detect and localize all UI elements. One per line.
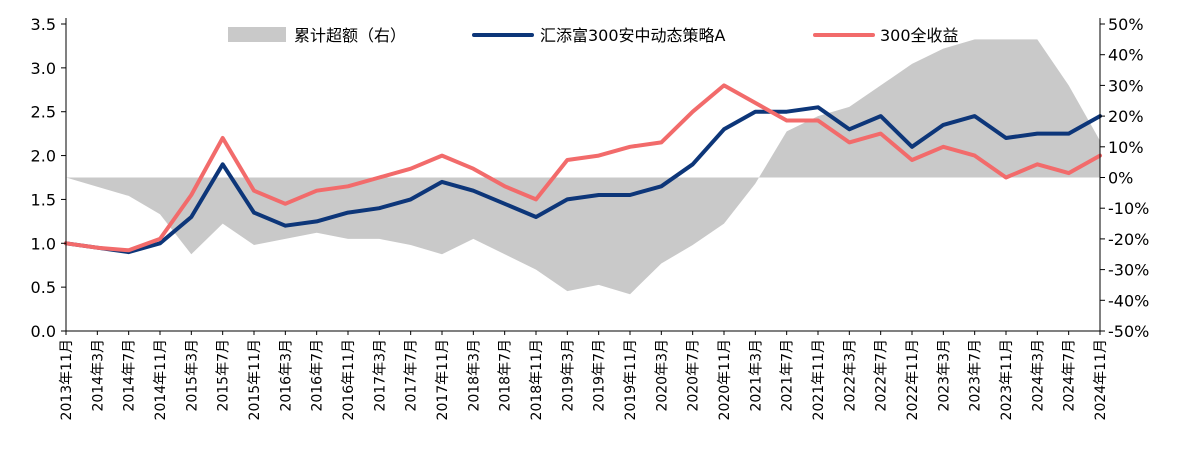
x-tick-label: 2024年7月 bbox=[1062, 339, 1078, 412]
x-tick-label: 2016年3月 bbox=[278, 339, 294, 412]
left-tick-label: 2.5 bbox=[31, 103, 56, 122]
legend: 累计超额（右） 汇添富300安中动态策略A 300全收益 bbox=[228, 26, 959, 45]
x-tick-label: 2017年7月 bbox=[404, 339, 420, 412]
x-tick-label: 2022年3月 bbox=[842, 339, 858, 412]
left-tick-label: 2.0 bbox=[31, 147, 56, 166]
legend-label-index: 300全收益 bbox=[880, 26, 959, 45]
right-tick-label: 20% bbox=[1108, 107, 1144, 126]
legend-label-fund: 汇添富300安中动态策略A bbox=[540, 26, 726, 45]
x-tick-label: 2020年3月 bbox=[654, 339, 670, 412]
index-total-return-line bbox=[64, 83, 1102, 253]
x-tick-label: 2016年7月 bbox=[310, 339, 326, 412]
excess-return-area bbox=[66, 39, 1100, 295]
x-tick-label: 2023年11月 bbox=[999, 339, 1015, 420]
x-tick-label: 2015年7月 bbox=[216, 339, 232, 412]
right-tick-label: -20% bbox=[1108, 230, 1149, 249]
x-tick-label: 2019年11月 bbox=[623, 339, 639, 420]
x-tick-label: 2015年11月 bbox=[247, 339, 263, 420]
x-tick-label: 2019年7月 bbox=[592, 339, 608, 412]
x-tick-label: 2024年3月 bbox=[1030, 339, 1046, 412]
right-tick-label: 10% bbox=[1108, 138, 1144, 157]
left-tick-label: 1.0 bbox=[31, 234, 56, 253]
legend-label-excess: 累计超额（右） bbox=[294, 26, 406, 45]
x-tick-label: 2014年3月 bbox=[90, 339, 106, 412]
right-tick-label: -10% bbox=[1108, 199, 1149, 218]
x-tick-label: 2016年11月 bbox=[341, 339, 357, 420]
x-tick-label: 2021年3月 bbox=[748, 339, 764, 412]
x-tick-label: 2015年3月 bbox=[184, 339, 200, 412]
x-tick-label: 2017年3月 bbox=[372, 339, 388, 412]
right-tick-label: 0% bbox=[1108, 169, 1133, 188]
right-tick-label: -40% bbox=[1108, 291, 1149, 310]
excess-return-area-layer bbox=[66, 39, 1100, 295]
x-tick-label: 2021年11月 bbox=[811, 339, 827, 420]
x-tick-label: 2020年11月 bbox=[717, 339, 733, 420]
right-tick-label: 30% bbox=[1108, 76, 1144, 95]
x-tick-label: 2017年11月 bbox=[435, 339, 451, 420]
x-tick-label: 2023年3月 bbox=[936, 339, 952, 412]
x-tick-label: 2022年11月 bbox=[905, 339, 921, 420]
left-tick-label: 3.5 bbox=[31, 15, 56, 34]
x-tick-label: 2014年11月 bbox=[153, 339, 169, 420]
left-tick-label: 0.5 bbox=[31, 278, 56, 297]
legend-swatch-excess bbox=[228, 27, 286, 42]
right-tick-label: -50% bbox=[1108, 322, 1149, 341]
x-tick-label: 2019年3月 bbox=[560, 339, 576, 412]
series-lines-layer bbox=[64, 83, 1102, 255]
x-tick-label: 2024年11月 bbox=[1093, 339, 1109, 420]
x-tick-label: 2013年11月 bbox=[59, 339, 75, 420]
left-tick-label: 3.0 bbox=[31, 59, 56, 78]
x-tick-label: 2018年7月 bbox=[498, 339, 514, 412]
x-tick-label: 2022年7月 bbox=[874, 339, 890, 412]
x-tick-label: 2018年3月 bbox=[466, 339, 482, 412]
left-tick-label: 1.5 bbox=[31, 190, 56, 209]
fund-nav-line bbox=[64, 105, 1102, 255]
x-tick-label: 2021年7月 bbox=[780, 339, 796, 412]
right-tick-label: 40% bbox=[1108, 46, 1144, 65]
left-tick-label: 0.0 bbox=[31, 322, 56, 341]
right-tick-label: -30% bbox=[1108, 261, 1149, 280]
x-tick-label: 2014年7月 bbox=[122, 339, 138, 412]
x-tick-label: 2018年11月 bbox=[529, 339, 545, 420]
x-tick-label: 2023年7月 bbox=[968, 339, 984, 412]
x-tick-label: 2020年7月 bbox=[686, 339, 702, 412]
right-tick-label: 50% bbox=[1108, 15, 1144, 34]
axes-layer: 0.0 0.5 1.0 1.5 2.0 2.5 3.0 3.5 -50% -40% -30% -20%… bbox=[31, 15, 1150, 420]
